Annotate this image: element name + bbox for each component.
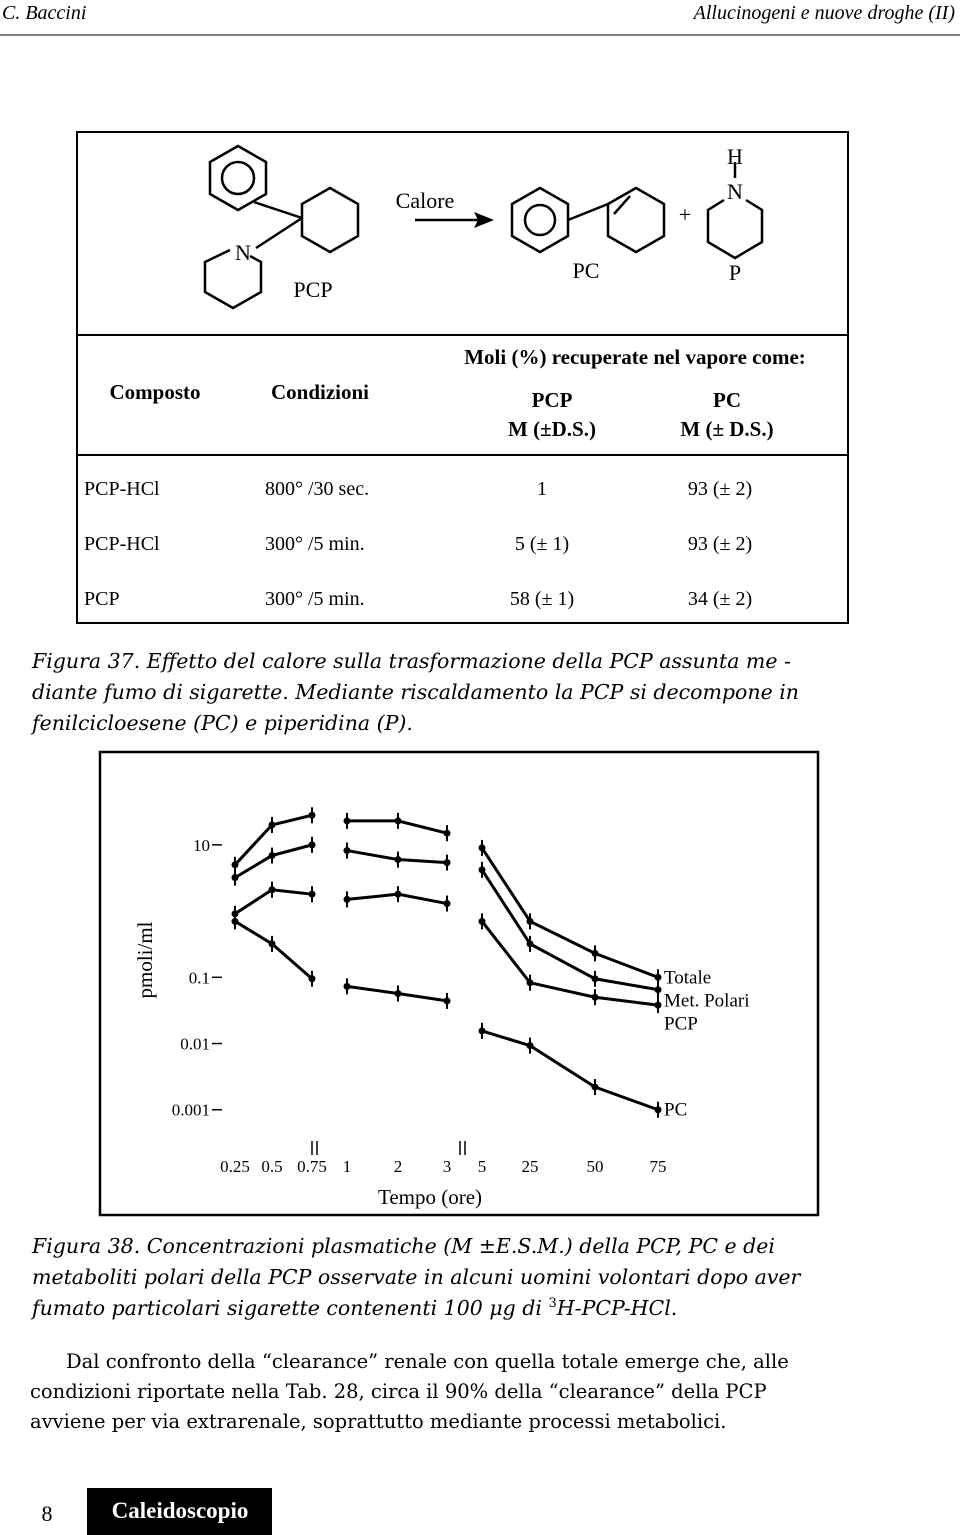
caption-line: metaboliti polari della PCP osservate in…	[32, 1265, 802, 1289]
figure38-frame	[98, 750, 820, 1217]
series-line	[480, 920, 659, 1007]
series-label: Totale	[664, 967, 711, 988]
atom-label: N	[235, 240, 251, 265]
y-tick-label: 0.001	[172, 1101, 210, 1120]
column-header: PCP	[532, 388, 573, 412]
table-cell: 300° /5 min.	[265, 533, 365, 555]
x-tick-label: 1	[343, 1157, 352, 1176]
table-cell: 1	[537, 478, 547, 500]
figure37-frame	[76, 131, 849, 624]
condition-label: Calore	[396, 188, 455, 213]
table-cell: 5 (± 1)	[515, 533, 569, 555]
caption-line: diante fumo di sigarette. Mediante risca…	[32, 680, 799, 704]
caption-text: H-PCP-HCl.	[556, 1296, 678, 1320]
column-header: PC	[713, 388, 741, 412]
caption-line: fumato particolari sigarette contenenti …	[30, 1296, 677, 1320]
x-axis-label: Tempo (ore)	[378, 1185, 482, 1209]
header-author: C. Baccini	[2, 2, 86, 24]
paragraph-line: avviene per via extrarenale, soprattutto…	[30, 1410, 726, 1433]
caption-text: fumato particolari sigarette contenenti …	[30, 1296, 548, 1320]
table-cell: PCP-HCl	[84, 533, 160, 555]
column-header: Composto	[109, 380, 200, 404]
series-name: Caleidoscopio	[112, 1498, 249, 1523]
series-label: PCP	[664, 1013, 698, 1034]
plus-sign: +	[679, 202, 691, 227]
table-cell: 93 (± 2)	[688, 478, 752, 500]
x-tick-label: 25	[522, 1157, 539, 1176]
series-line	[234, 843, 313, 879]
y-tick-label: 0.01	[180, 1035, 210, 1054]
caption-line: Figura 37. Effetto del calore sulla tras…	[31, 649, 791, 673]
x-tick-label: 5	[478, 1157, 487, 1176]
series-label: Met. Polari	[664, 990, 750, 1011]
caption-line: Figura 38. Concentrazioni plasmatiche (M…	[31, 1234, 775, 1258]
series-line	[481, 1029, 659, 1112]
series-line	[234, 920, 313, 980]
x-tick-label: 50	[587, 1157, 604, 1176]
table-cell: PCP-HCl	[84, 478, 160, 500]
x-tick-label: 2	[394, 1157, 403, 1176]
atom-label: H	[727, 144, 743, 169]
series-line	[234, 888, 313, 916]
column-unit: M (±D.S.)	[508, 417, 596, 441]
compound-label: P	[729, 260, 741, 285]
paragraph-line: condizioni riportate nella Tab. 28, circ…	[30, 1380, 767, 1403]
compound-label: PCP	[293, 277, 332, 302]
column-unit: M (± D.S.)	[680, 417, 773, 441]
series-label: PC	[664, 1100, 687, 1121]
series-line	[480, 869, 659, 992]
plot: 10 0.1 0.01 0.001 0.25 0.5 0.75 1 2 3 5 25 50 75 Total…	[172, 807, 750, 1176]
caption-line: fenilcicloesene (PC) e piperidina (P).	[30, 711, 413, 735]
y-tick-label: 10	[193, 836, 210, 855]
table-cell: 300° /5 min.	[265, 588, 365, 610]
x-tick-label: 75	[650, 1157, 667, 1176]
paragraph-line: Dal confronto della “clearance” renale c…	[66, 1350, 789, 1373]
x-tick-label: 0.75	[297, 1157, 327, 1176]
y-tick-label: 0.1	[189, 968, 210, 987]
series-line	[480, 847, 659, 979]
table-cell: 800° /30 sec.	[265, 478, 369, 500]
compound-label: PC	[573, 258, 600, 283]
table-cell: PCP	[84, 588, 120, 610]
column-header: Condizioni	[271, 380, 369, 404]
x-tick-label: 0.5	[261, 1157, 282, 1176]
atom-label: N	[727, 179, 743, 204]
table-cell: 34 (± 2)	[688, 588, 752, 610]
header-title: Allucinogeni e nuove droghe (II)	[692, 2, 956, 24]
x-tick-label: 0.25	[220, 1157, 250, 1176]
group-header: Moli (%) recuperate nel vapore come:	[464, 345, 806, 369]
x-tick-label: 3	[443, 1157, 452, 1176]
table-cell: 58 (± 1)	[510, 588, 574, 610]
page-number: 8	[42, 1501, 53, 1526]
y-axis-label: pmoli/ml	[133, 921, 157, 998]
structures	[203, 144, 764, 310]
superscript: 3	[548, 1296, 556, 1311]
series-badge	[87, 1488, 272, 1535]
table-cell: 93 (± 2)	[688, 533, 752, 555]
